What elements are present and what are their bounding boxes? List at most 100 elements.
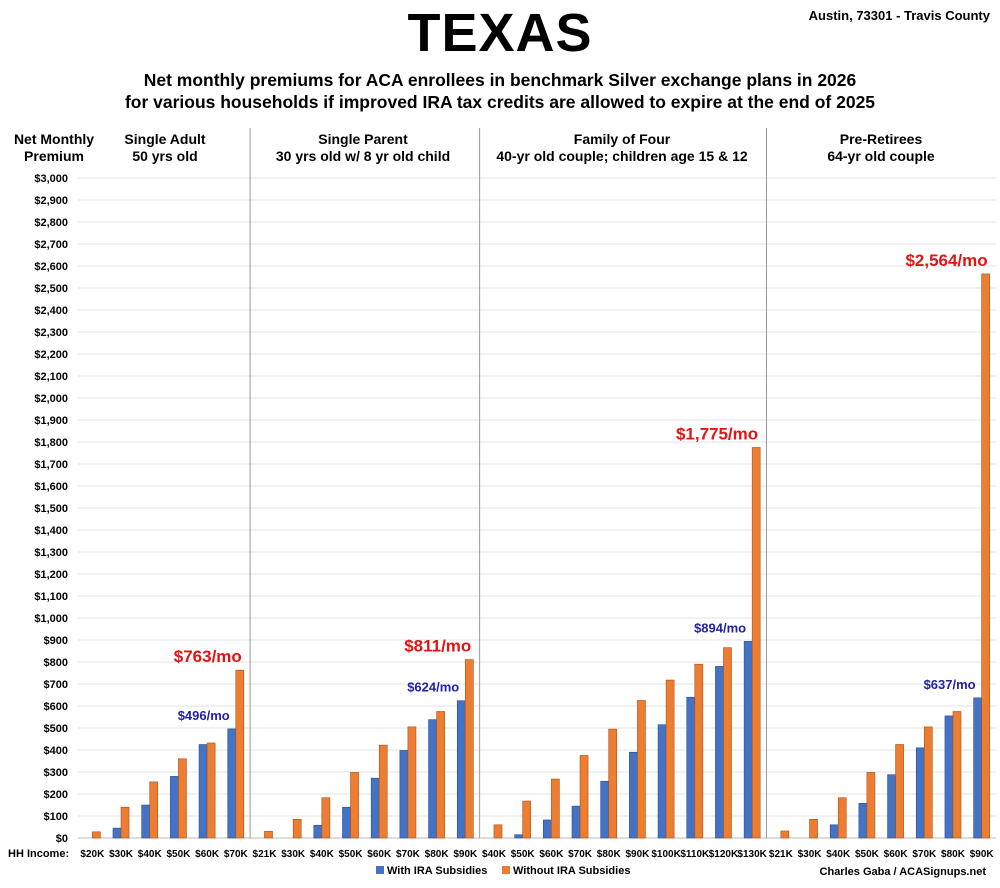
panel-title-line2: 30 yrs old w/ 8 yr old child [275, 148, 451, 164]
legend-swatch-with [376, 866, 384, 874]
panel-title-line1: Single Parent [318, 131, 408, 147]
x-tick-label: $30K [798, 849, 823, 860]
callout-without-ira: $811/mo [404, 637, 471, 656]
credit-label: Charles Gaba / ACASignups.net [819, 866, 986, 878]
x-tick-label: $20K [80, 849, 105, 860]
y-tick-label: $900 [44, 635, 68, 647]
legend-swatch-without [502, 866, 510, 874]
bar-without-ira [407, 726, 417, 839]
bar-with-ira [399, 750, 409, 839]
y-tick-label: $2,300 [34, 327, 68, 339]
y-tick-label: $1,700 [34, 459, 68, 471]
bar-with-ira [629, 751, 638, 839]
y-tick-label: $2,500 [34, 283, 68, 295]
y-axis-label: Net Monthly Premium [4, 131, 104, 165]
x-tick-label: $30K [109, 849, 134, 860]
bar-with-ira [829, 824, 839, 839]
bar-without-ira [264, 831, 273, 839]
legend-label-without: Without IRA Subsidies [513, 865, 630, 877]
bar-without-ira [464, 659, 474, 839]
bar-with-ira [973, 697, 982, 839]
panel-title-family-of-four: Family of Four 40-yr old couple; childre… [478, 131, 766, 165]
x-tick-label: $60K [195, 849, 220, 860]
bar-with-ira [456, 700, 466, 839]
bar-without-ira [952, 711, 962, 839]
panel-title-single-parent: Single Parent 30 yrs old w/ 8 yr old chi… [248, 131, 478, 165]
bar-without-ira [378, 744, 388, 839]
x-tick-label: $120K [709, 849, 739, 860]
bar-without-ira [350, 772, 359, 839]
y-tick-label: $1,200 [34, 569, 68, 581]
bar-with-ira [743, 641, 753, 839]
panel-title-line1: Single Adult [124, 131, 206, 147]
x-tick-label: $40K [482, 849, 507, 860]
x-tick-label: $70K [912, 849, 937, 860]
y-tick-label: $700 [44, 679, 68, 691]
bar-without-ira [981, 273, 990, 839]
x-tick-label: $100K [651, 849, 681, 860]
y-tick-label: $1,400 [34, 525, 68, 537]
y-axis-label-line2: Premium [24, 148, 84, 164]
x-tick-label: $110K [680, 849, 710, 860]
x-tick-label: $130K [737, 849, 767, 860]
x-tick-label: $60K [367, 849, 392, 860]
y-tick-label: $200 [44, 789, 68, 801]
bar-with-ira [858, 802, 868, 839]
bar-without-ira [579, 755, 589, 839]
bar-with-ira [198, 744, 208, 839]
y-tick-label: $1,900 [34, 415, 68, 427]
bar-without-ira [206, 742, 216, 839]
y-tick-label: $100 [44, 811, 68, 823]
y-tick-label: $3,000 [34, 173, 68, 185]
bar-without-ira [923, 726, 933, 839]
location-label: Austin, 73301 - Travis County [808, 8, 990, 23]
y-tick-label: $2,000 [34, 393, 68, 405]
y-tick-label: $2,700 [34, 239, 68, 251]
bar-without-ira [436, 711, 445, 839]
y-tick-label: $500 [44, 723, 68, 735]
y-axis-label-line1: Net Monthly [13, 131, 95, 147]
bar-with-ira [313, 824, 323, 839]
x-tick-label: $40K [310, 849, 335, 860]
y-tick-label: $1,100 [34, 591, 68, 603]
bar-without-ira [235, 669, 245, 839]
bar-without-ira [321, 797, 331, 839]
x-axis-label: HH Income: [8, 848, 69, 860]
x-tick-label: $21K [769, 849, 794, 860]
callout-without-ira: $1,775/mo [676, 425, 758, 444]
callout-with-ira: $894/mo [694, 620, 746, 635]
callout-without-ira: $2,564/mo [905, 251, 987, 270]
callout-with-ira: $496/mo [178, 708, 230, 723]
y-tick-label: $1,600 [34, 481, 68, 493]
panel-title-line2: 40-yr old couple; children age 15 & 12 [496, 148, 748, 164]
bar-without-ira [751, 447, 761, 839]
bar-without-ira [837, 797, 847, 839]
bar-without-ira [522, 800, 531, 839]
y-tick-label: $0 [56, 833, 68, 845]
bar-with-ira [112, 827, 122, 839]
bar-without-ira [895, 744, 904, 839]
x-tick-label: $70K [568, 849, 593, 860]
y-tick-label: $2,900 [34, 195, 68, 207]
y-tick-label: $2,600 [34, 261, 68, 273]
x-tick-label: $80K [425, 849, 450, 860]
x-tick-label: $50K [166, 849, 191, 860]
y-tick-label: $600 [44, 701, 68, 713]
panel-title-line1: Pre-Retirees [839, 131, 923, 147]
bar-with-ira [686, 696, 696, 839]
panel-title-line2: 50 yrs old [132, 148, 198, 164]
x-tick-label: $70K [396, 849, 421, 860]
callout-with-ira: $637/mo [924, 677, 976, 692]
panel-title-single-adult: Single Adult 50 yrs old [80, 131, 250, 165]
x-tick-label: $50K [511, 849, 536, 860]
bar-without-ira [292, 818, 302, 839]
chart-subtitle-line1: Net monthly premiums for ACA enrollees i… [143, 70, 857, 90]
bar-with-ira [428, 719, 437, 839]
bar-with-ira [915, 747, 925, 839]
bar-without-ira [551, 778, 560, 839]
bar-with-ira [514, 834, 523, 839]
bar-with-ira [944, 715, 954, 839]
y-tick-label: $2,100 [34, 371, 68, 383]
bar-without-ira [493, 824, 503, 839]
